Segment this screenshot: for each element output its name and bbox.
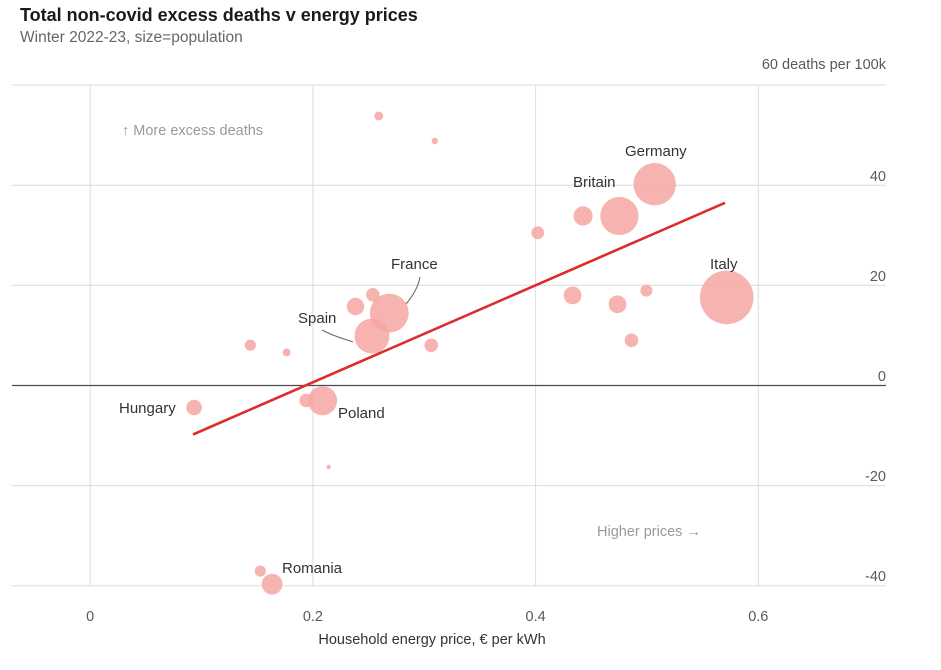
svg-text:Poland: Poland [338, 405, 385, 422]
svg-text:France: France [391, 256, 438, 273]
svg-text:Romania: Romania [282, 560, 343, 577]
svg-text:-40: -40 [865, 569, 886, 585]
svg-text:Higher prices →: Higher prices → [597, 524, 701, 540]
svg-text:Household energy price, € per: Household energy price, € per kWh [318, 632, 545, 648]
svg-text:Hungary: Hungary [119, 400, 176, 417]
svg-text:20: 20 [870, 269, 886, 285]
svg-text:0: 0 [86, 609, 94, 625]
svg-text:Italy: Italy [710, 256, 738, 273]
svg-text:Germany: Germany [625, 143, 687, 160]
svg-text:0.6: 0.6 [748, 609, 768, 625]
svg-text:0: 0 [878, 369, 886, 385]
svg-text:-20: -20 [865, 469, 886, 485]
svg-text:0.4: 0.4 [526, 609, 546, 625]
svg-text:60 deaths per 100k: 60 deaths per 100k [762, 57, 887, 73]
svg-text:40: 40 [870, 169, 886, 185]
svg-text:Spain: Spain [298, 310, 336, 327]
svg-text:Britain: Britain [573, 174, 616, 191]
svg-text:↑ More excess deaths: ↑ More excess deaths [122, 123, 263, 139]
svg-text:0.2: 0.2 [303, 609, 323, 625]
